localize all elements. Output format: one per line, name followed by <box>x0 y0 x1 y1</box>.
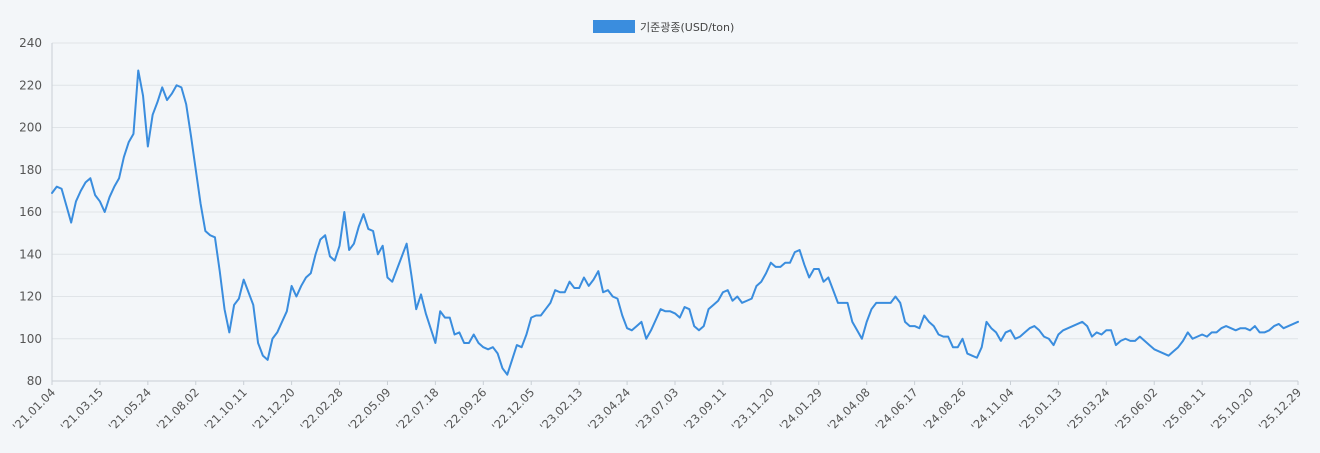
legend-swatch[interactable] <box>593 20 635 33</box>
y-tick-label: 140 <box>19 247 42 261</box>
y-tick-label: 120 <box>19 290 42 304</box>
x-tick-label: '25.10.20 <box>1208 385 1256 433</box>
x-tick-label: '24.11.04 <box>968 385 1016 433</box>
x-tick-label: '24.06.17 <box>872 385 920 433</box>
x-tick-label: '23.02.13 <box>537 385 585 433</box>
y-tick-label: 160 <box>19 205 42 219</box>
x-tick-label: '21.05.24 <box>106 385 154 433</box>
x-tick-label: '23.11.20 <box>729 385 777 433</box>
y-tick-label: 240 <box>19 36 42 50</box>
x-tick-label: '25.12.29 <box>1256 385 1304 433</box>
x-tick-label: '22.05.09 <box>345 385 393 433</box>
x-tick-label: '23.04.24 <box>585 385 633 433</box>
x-tick-label: '21.12.20 <box>249 385 297 433</box>
x-tick-label: '21.01.04 <box>10 385 58 433</box>
x-tick-label: '21.03.15 <box>58 385 106 433</box>
y-tick-label: 200 <box>19 121 42 135</box>
x-tick-label: '24.04.08 <box>824 385 872 433</box>
y-axis: 80 100 120 140 160 180 200 220 240 <box>19 36 53 388</box>
series-layer <box>51 69 1299 376</box>
series-line[interactable] <box>51 69 1299 376</box>
grid-lines <box>52 42 1298 382</box>
y-tick-label: 180 <box>19 163 42 177</box>
x-tick-label: '25.06.02 <box>1112 385 1160 433</box>
x-tick-label: '25.01.13 <box>1016 385 1064 433</box>
x-axis: '21.01.04'21.03.15'21.05.24'21.08.02'21.… <box>10 380 1304 434</box>
x-tick-label: '21.08.02 <box>154 385 202 433</box>
x-tick-label: '24.08.26 <box>920 385 968 433</box>
x-tick-label: '22.12.05 <box>489 385 537 433</box>
y-tick-label: 100 <box>19 332 42 346</box>
x-tick-label: '22.07.18 <box>393 385 441 433</box>
y-tick-label: 220 <box>19 78 42 92</box>
x-tick-label: '22.02.28 <box>297 385 345 433</box>
x-tick-label: '25.08.11 <box>1160 385 1208 433</box>
legend-label: 기준광종(USD/ton) <box>640 21 734 34</box>
x-tick-label: '23.09.11 <box>681 385 729 433</box>
legend[interactable]: 기준광종(USD/ton) <box>593 20 734 34</box>
x-tick-label: '25.03.24 <box>1064 385 1112 433</box>
y-tick-label: 80 <box>27 374 42 388</box>
x-tick-label: '24.01.29 <box>777 385 825 433</box>
x-tick-label: '23.07.03 <box>633 385 681 433</box>
x-tick-label: '22.09.26 <box>441 385 489 433</box>
x-tick-label: '21.10.11 <box>201 385 249 433</box>
